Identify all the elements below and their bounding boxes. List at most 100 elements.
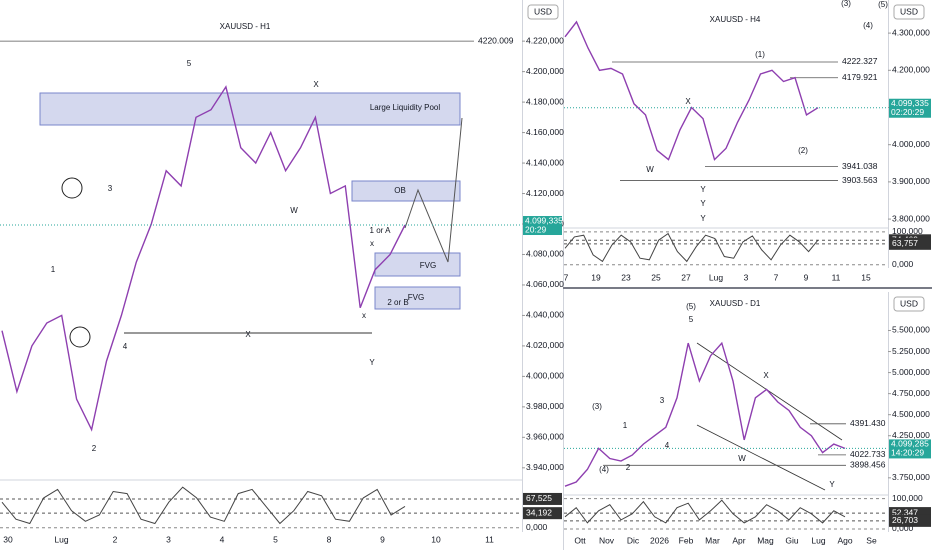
annotation: Large Liquidity Pool bbox=[370, 103, 440, 112]
x-tick-label: 3 bbox=[744, 272, 749, 282]
osc-tag bbox=[889, 237, 931, 250]
osc-tag-label: 52,347 bbox=[892, 507, 918, 517]
annotation: X bbox=[685, 97, 691, 106]
x-tick-label: 4 bbox=[220, 534, 225, 544]
price-tag-time: 14:20:29 bbox=[891, 448, 924, 458]
annotation: Y bbox=[369, 358, 375, 367]
annotation: X bbox=[245, 330, 251, 339]
annotation: W bbox=[646, 165, 654, 174]
level-label: 4222.327 bbox=[842, 56, 878, 66]
osc-tag-label: 26,703 bbox=[892, 515, 918, 525]
x-tick-label: Apr bbox=[732, 535, 745, 545]
annotation: 3 bbox=[108, 184, 113, 193]
osc-tag-label: 67,525 bbox=[526, 493, 552, 503]
x-tick-label: 19 bbox=[591, 272, 601, 282]
currency-label[interactable]: USD bbox=[900, 6, 918, 16]
annotation: 4 bbox=[665, 441, 670, 450]
level-label: 4179.921 bbox=[842, 72, 878, 82]
price-tag-time: 02:20:29 bbox=[891, 107, 924, 117]
annotation: 1 bbox=[51, 265, 56, 274]
level-label: 4220.009 bbox=[478, 35, 514, 45]
x-tick-label: 2 bbox=[113, 534, 118, 544]
oscillator-line bbox=[1, 486, 406, 525]
annotation: FVG bbox=[420, 261, 436, 270]
annotation: FVG bbox=[408, 293, 424, 302]
x-tick-label: 23 bbox=[621, 272, 631, 282]
annotation: (3) bbox=[592, 402, 602, 411]
currency-box[interactable] bbox=[893, 4, 925, 20]
oscillator-line bbox=[564, 499, 846, 524]
osc-tick-label: 100,000 bbox=[892, 493, 923, 503]
y-tick-label: 4.120,000 bbox=[526, 188, 564, 198]
x-tick-label: 30 bbox=[3, 534, 13, 544]
y-tick-label: 3.960,000 bbox=[526, 432, 564, 442]
osc-tag-label: 34,192 bbox=[526, 507, 552, 517]
osc-tick-label: 0,000 bbox=[892, 259, 914, 269]
price-tag bbox=[523, 216, 562, 236]
y-tick-label: 4.180,000 bbox=[526, 96, 564, 106]
annotation: X bbox=[763, 371, 769, 380]
currency-label[interactable]: USD bbox=[534, 6, 552, 16]
y-tick-label: 4.300,000 bbox=[892, 27, 930, 37]
y-tick-label: 4.000,000 bbox=[526, 371, 564, 381]
x-tick-label: 7 bbox=[774, 272, 779, 282]
y-tick-label: 4.200,000 bbox=[526, 66, 564, 76]
currency-box[interactable] bbox=[527, 4, 559, 20]
annotation: (5) bbox=[686, 302, 696, 311]
annotation: x bbox=[362, 311, 366, 320]
x-tick-label: Mag bbox=[757, 535, 774, 545]
osc-tag bbox=[523, 492, 562, 505]
level-label: 3898.456 bbox=[850, 460, 886, 470]
y-tick-label: 5.000,000 bbox=[892, 367, 930, 377]
annotation: (2) bbox=[798, 146, 808, 155]
y-tick-label: 4.750,000 bbox=[892, 388, 930, 398]
price-tag-value: 4.099,285 bbox=[891, 439, 929, 449]
y-tick-label: 4.040,000 bbox=[526, 310, 564, 320]
annotation: 1 or A bbox=[370, 226, 392, 235]
annotation: 1 bbox=[623, 421, 628, 430]
annotation: X bbox=[313, 80, 319, 89]
x-tick-label: 10 bbox=[431, 534, 441, 544]
x-tick-label: Lug bbox=[811, 535, 825, 545]
x-tick-label: Dic bbox=[627, 535, 640, 545]
annotation: 4 bbox=[123, 342, 128, 351]
price-tag-value: 4.099,335 bbox=[891, 98, 929, 108]
annotation: (3) bbox=[841, 0, 851, 8]
annotation: Y bbox=[700, 185, 706, 194]
annotation: 5 bbox=[689, 315, 694, 324]
y-tick-label: 4.200,000 bbox=[892, 65, 930, 75]
x-tick-label: Se bbox=[866, 535, 877, 545]
price-tag bbox=[889, 439, 931, 459]
y-tick-label: 4.500,000 bbox=[892, 409, 930, 419]
x-tick-label: Ago bbox=[837, 535, 852, 545]
x-tick-label: Lug bbox=[54, 534, 68, 544]
annotation: 2 or B bbox=[387, 298, 408, 307]
x-tick-label: 7 bbox=[564, 272, 569, 282]
annotation: W bbox=[738, 454, 746, 463]
x-tick-label: 27 bbox=[681, 272, 691, 282]
x-tick-label: Mar bbox=[705, 535, 720, 545]
x-tick-label: 8 bbox=[327, 534, 332, 544]
annotation: 2 bbox=[92, 444, 97, 453]
price-line bbox=[564, 341, 846, 487]
price-line bbox=[1, 85, 406, 432]
annotation: OB bbox=[394, 186, 406, 195]
currency-box[interactable] bbox=[893, 296, 925, 312]
price-tag-time: 20:29 bbox=[525, 224, 547, 234]
y-tick-label: 4.020,000 bbox=[526, 340, 564, 350]
y-tick-label: 5.500,000 bbox=[892, 325, 930, 335]
osc-tick-label: 0,000 bbox=[526, 522, 548, 532]
y-tick-label: 4.220,000 bbox=[526, 35, 564, 45]
annotation: Y bbox=[700, 214, 706, 223]
annotation: 5 bbox=[187, 59, 192, 68]
y-tick-label: 4.160,000 bbox=[526, 127, 564, 137]
currency-label[interactable]: USD bbox=[900, 298, 918, 308]
annotation: Y bbox=[829, 480, 835, 489]
annotation: XAUUSD - D1 bbox=[710, 299, 761, 308]
x-tick-label: 2026 bbox=[650, 535, 669, 545]
osc-tick-label: 100,000 bbox=[892, 226, 923, 236]
x-tick-label: Ott bbox=[574, 535, 586, 545]
y-tick-label: 4.250,000 bbox=[892, 430, 930, 440]
annotation: 3 bbox=[660, 396, 665, 405]
